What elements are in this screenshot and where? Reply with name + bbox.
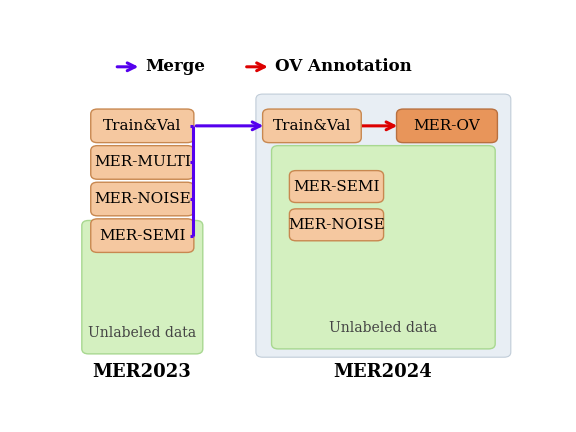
FancyBboxPatch shape (289, 171, 384, 203)
FancyBboxPatch shape (91, 109, 194, 143)
FancyBboxPatch shape (91, 219, 194, 252)
Text: Train&Val: Train&Val (273, 119, 351, 133)
FancyBboxPatch shape (271, 146, 495, 349)
Text: MER-NOISE: MER-NOISE (94, 192, 191, 206)
Text: MER-MULTI: MER-MULTI (94, 156, 191, 169)
Text: Train&Val: Train&Val (103, 119, 181, 133)
Text: Merge: Merge (146, 58, 206, 75)
FancyBboxPatch shape (82, 220, 203, 354)
FancyBboxPatch shape (91, 146, 194, 179)
FancyBboxPatch shape (91, 182, 194, 216)
Text: OV Annotation: OV Annotation (275, 58, 412, 75)
Text: Unlabeled data: Unlabeled data (88, 326, 196, 340)
FancyBboxPatch shape (289, 209, 384, 241)
FancyBboxPatch shape (396, 109, 498, 143)
FancyBboxPatch shape (256, 94, 511, 357)
Text: MER-SEMI: MER-SEMI (293, 180, 380, 194)
Text: MER2024: MER2024 (333, 363, 431, 381)
Text: MER-OV: MER-OV (414, 119, 480, 133)
FancyBboxPatch shape (263, 109, 361, 143)
Text: MER-NOISE: MER-NOISE (288, 218, 385, 232)
Text: Unlabeled data: Unlabeled data (329, 321, 437, 335)
Text: MER-SEMI: MER-SEMI (99, 229, 185, 243)
Text: MER2023: MER2023 (92, 363, 191, 381)
